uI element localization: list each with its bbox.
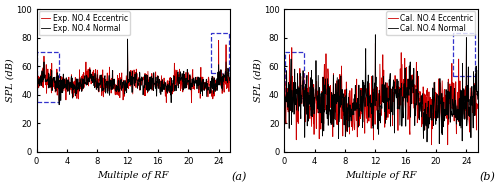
Exp. NO.4 Normal [122, 89, 128, 92]
Bar [211, 33, 229, 73]
Cal. NO.4 Eccentric [369, 110, 375, 112]
Exp. NO.4 Normal [148, 85, 154, 87]
Cal. NO.4 Eccentric [427, 96, 433, 99]
Exp. NO.4 Eccentric [216, 39, 222, 42]
Line: Cal. NO.4 Normal: Cal. NO.4 Normal [284, 35, 478, 144]
Exp. NO.4 Normal [84, 74, 89, 76]
Bar [454, 33, 474, 76]
Bar [284, 52, 304, 98]
Cal. NO.4 Normal [331, 112, 337, 115]
Exp. NO.4 Eccentric [179, 81, 185, 83]
Cal. NO.4 Normal [474, 98, 480, 100]
Exp. NO.4 Eccentric [188, 102, 194, 104]
Legend: Cal. NO.4 Eccentric, Cal. NO.4 Normal: Cal. NO.4 Eccentric, Cal. NO.4 Normal [386, 11, 476, 35]
Line: Exp. NO.4 Normal: Exp. NO.4 Normal [36, 39, 230, 105]
Cal. NO.4 Normal [316, 95, 322, 97]
Y-axis label: SPL (dB): SPL (dB) [254, 59, 262, 102]
Cal. NO.4 Normal [369, 108, 375, 110]
Exp. NO.4 Normal [227, 77, 233, 79]
Cal. NO.4 Eccentric [372, 42, 378, 44]
Exp. NO.4 Normal [68, 77, 74, 79]
Cal. NO.4 Eccentric [428, 144, 434, 146]
Exp. NO.4 Normal [164, 87, 170, 89]
Exp. NO.4 Eccentric [121, 95, 127, 98]
Cal. NO.4 Eccentric [316, 108, 322, 111]
Exp. NO.4 Eccentric [34, 83, 40, 85]
Cal. NO.4 Normal [427, 108, 433, 110]
Text: (a): (a) [232, 172, 248, 182]
Cal. NO.4 Eccentric [411, 107, 417, 109]
Exp. NO.4 Normal [180, 76, 186, 78]
Bar [37, 52, 59, 102]
Line: Exp. NO.4 Eccentric: Exp. NO.4 Eccentric [36, 40, 230, 103]
Exp. NO.4 Normal [34, 74, 40, 76]
Cal. NO.4 Eccentric [474, 108, 480, 110]
Exp. NO.4 Eccentric [227, 77, 233, 79]
Cal. NO.4 Normal [436, 143, 442, 145]
Exp. NO.4 Eccentric [84, 78, 89, 80]
Cal. NO.4 Eccentric [282, 111, 288, 114]
Exp. NO.4 Normal [56, 104, 62, 106]
Cal. NO.4 Normal [282, 105, 288, 108]
X-axis label: Multiple of RF: Multiple of RF [346, 171, 416, 180]
Cal. NO.4 Normal [396, 93, 402, 95]
X-axis label: Multiple of RF: Multiple of RF [98, 171, 169, 180]
Exp. NO.4 Eccentric [148, 82, 154, 85]
Y-axis label: SPL (dB): SPL (dB) [6, 59, 15, 102]
Cal. NO.4 Normal [372, 34, 378, 36]
Exp. NO.4 Normal [124, 38, 130, 40]
Line: Cal. NO.4 Eccentric: Cal. NO.4 Eccentric [284, 43, 478, 145]
Exp. NO.4 Eccentric [68, 84, 74, 86]
Cal. NO.4 Normal [411, 67, 417, 69]
Cal. NO.4 Eccentric [396, 98, 402, 100]
Legend: Exp. NO.4 Eccentric, Exp. NO.4 Normal: Exp. NO.4 Eccentric, Exp. NO.4 Normal [39, 11, 130, 35]
Exp. NO.4 Eccentric [162, 90, 168, 92]
Text: (b): (b) [480, 172, 496, 182]
Cal. NO.4 Eccentric [331, 101, 337, 103]
